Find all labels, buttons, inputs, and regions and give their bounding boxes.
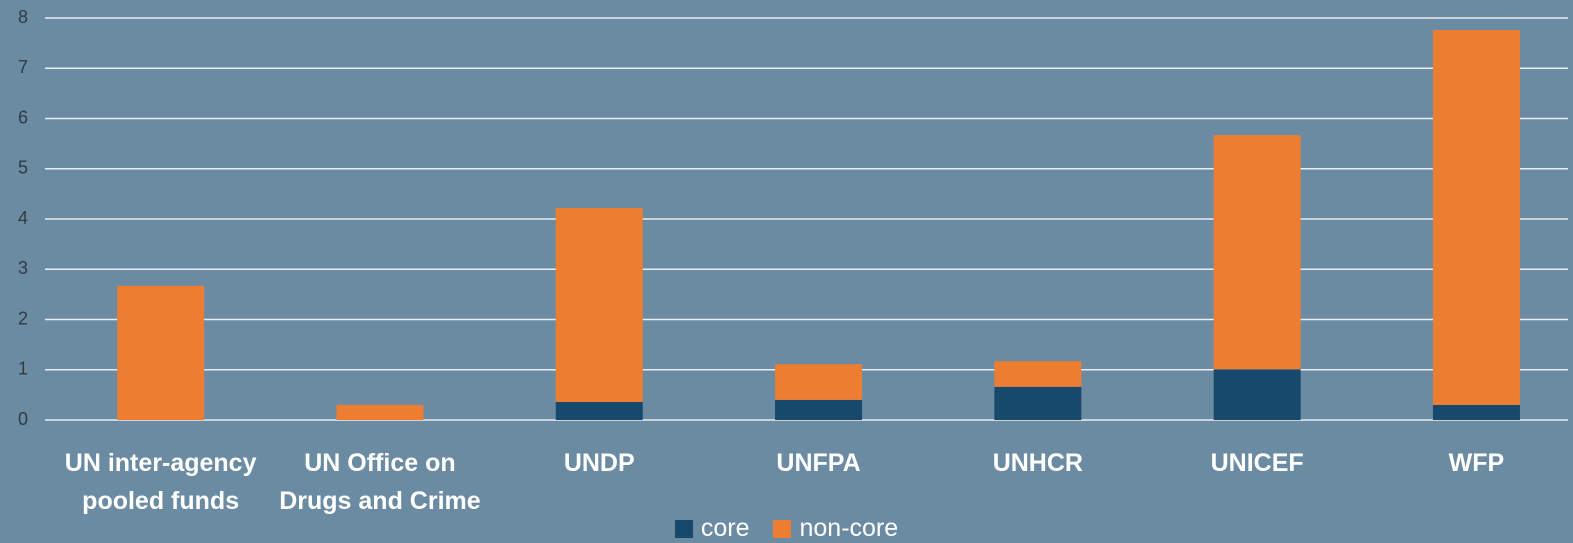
legend-swatch <box>773 519 792 538</box>
bar-segment <box>1213 369 1301 420</box>
x-tick-label: WFP <box>1448 449 1505 477</box>
bar-segment <box>117 285 205 420</box>
y-tick-label: 7 <box>18 57 28 77</box>
y-tick-label: 2 <box>18 308 28 328</box>
legend-item: non-core <box>773 514 898 543</box>
y-tick-label: 1 <box>18 359 28 379</box>
legend-label: core <box>700 514 750 542</box>
bar-segment <box>775 399 863 420</box>
y-tick-label: 6 <box>18 107 28 127</box>
y-tick-label: 3 <box>18 258 28 278</box>
bar-segment <box>336 404 424 420</box>
y-tick-label: 0 <box>18 409 28 429</box>
x-tick-label: UN inter-agency pooled funds <box>64 449 257 515</box>
bar-segment <box>994 386 1082 420</box>
y-tick-label: 5 <box>18 158 28 178</box>
y-tick-label: 8 <box>18 7 28 27</box>
x-tick-label: UNFPA <box>776 449 861 477</box>
bar-segment <box>994 361 1082 387</box>
x-tick-label: UN Office on Drugs and Crime <box>279 449 481 515</box>
x-tick-label: UNICEF <box>1210 449 1304 477</box>
x-tick-label: UNDP <box>563 449 635 477</box>
legend-label: non-core <box>799 514 899 542</box>
bar-segment <box>555 401 643 420</box>
bar-segment <box>555 207 643 402</box>
bar-segment <box>775 364 863 400</box>
legend-item: core <box>674 514 750 543</box>
bar-segment <box>1432 30 1520 405</box>
y-tick-label: 4 <box>18 208 28 228</box>
x-tick-label: UNHCR <box>992 449 1083 477</box>
bar-segment <box>1213 135 1301 370</box>
legend-swatch <box>674 519 693 538</box>
legend: core non-core <box>0 514 1573 543</box>
bar-segment <box>1432 404 1520 420</box>
